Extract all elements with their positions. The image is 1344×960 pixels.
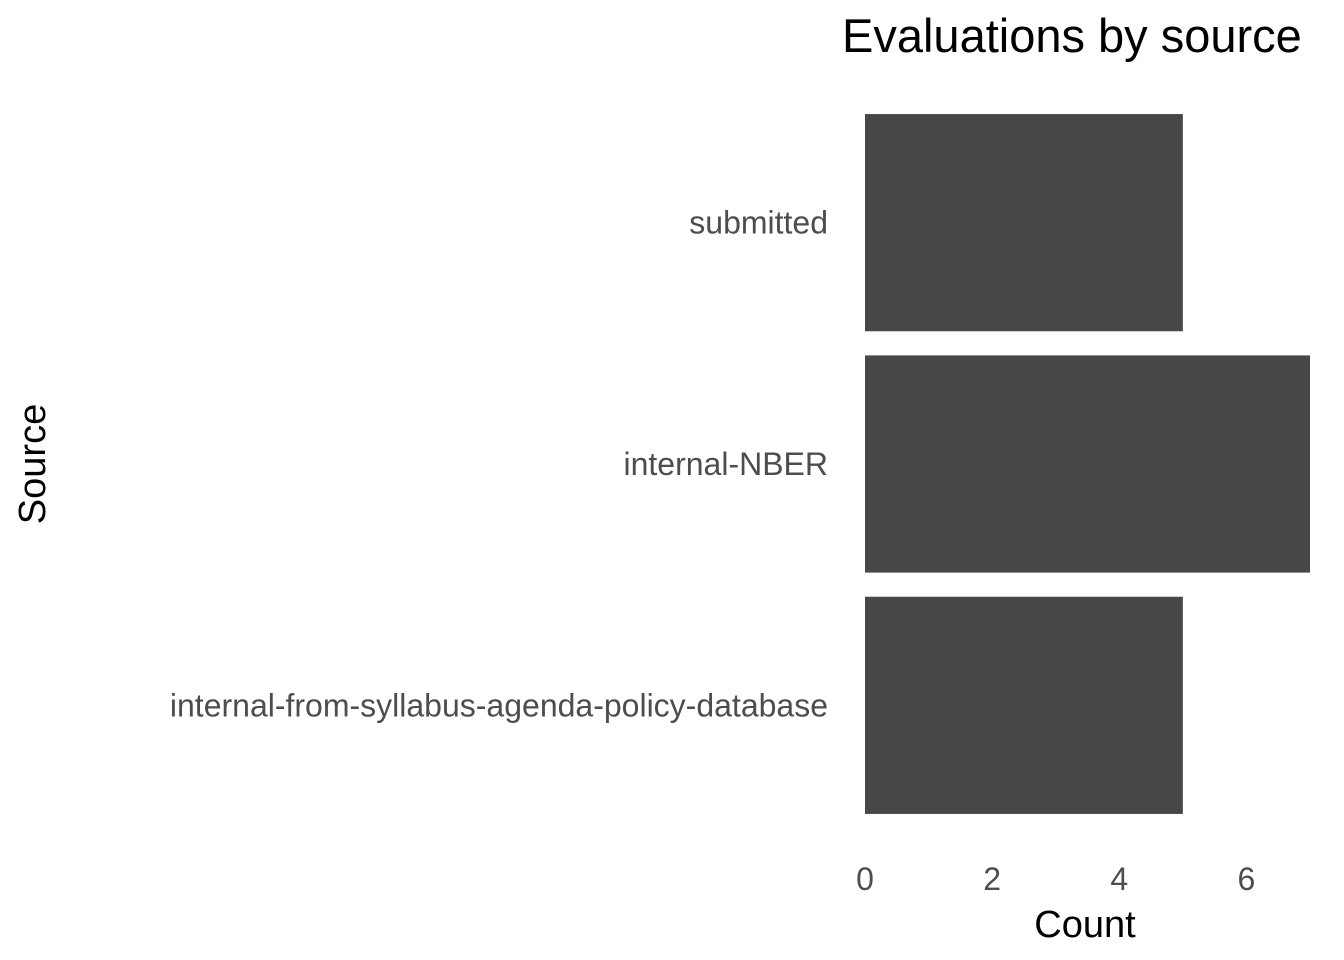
bars-group xyxy=(865,114,1310,814)
bar-1 xyxy=(865,355,1310,573)
y-axis-title: Source xyxy=(12,404,54,524)
bar-0 xyxy=(865,596,1183,814)
x-tick-label-1: 2 xyxy=(983,861,1001,897)
bar-2 xyxy=(865,114,1183,332)
category-label-0: internal-from-syllabus-agenda-policy-dat… xyxy=(170,687,828,723)
category-label-2: submitted xyxy=(689,205,828,241)
category-labels: internal-from-syllabus-agenda-policy-dat… xyxy=(170,205,828,724)
x-axis-title: Count xyxy=(1034,904,1136,946)
category-label-1: internal-NBER xyxy=(623,446,828,482)
x-tick-label-2: 4 xyxy=(1110,861,1128,897)
x-tick-label-3: 6 xyxy=(1238,861,1256,897)
x-tick-label-0: 0 xyxy=(856,861,874,897)
x-tick-labels: 0 2 4 6 xyxy=(856,861,1255,897)
chart-title: Evaluations by source xyxy=(842,9,1302,62)
